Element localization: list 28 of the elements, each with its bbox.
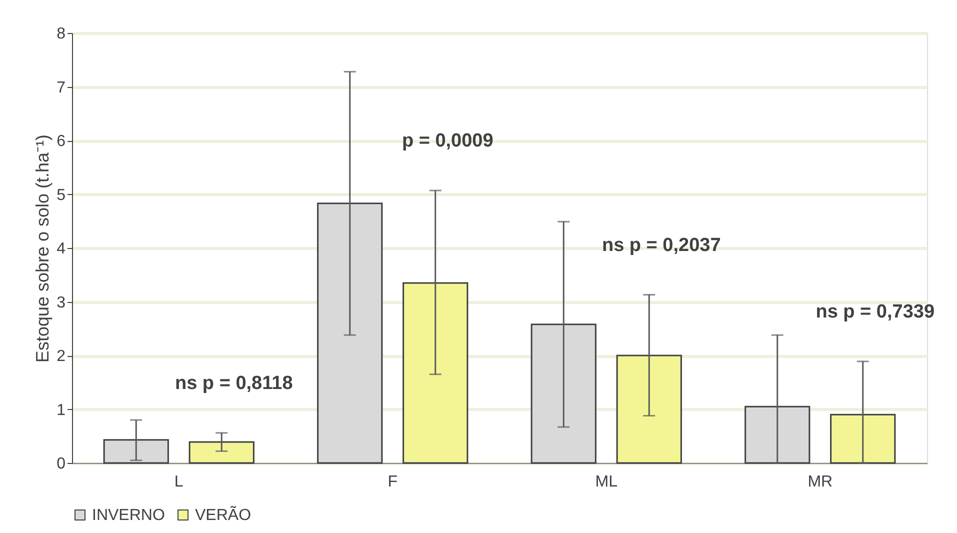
legend-label: INVERNO — [92, 507, 165, 524]
y-tick-label: 6 — [56, 133, 66, 150]
annotation: ns p = 0,7339 — [816, 301, 935, 322]
x-tick-label: ML — [595, 474, 618, 490]
x-tick-label: F — [388, 474, 398, 490]
bar — [530, 324, 596, 464]
bar — [188, 441, 254, 464]
y-axis-title: Estoque sobre o solo (t.ha⁻¹) — [32, 134, 53, 363]
bar — [103, 439, 169, 464]
annotation: ns p = 0,2037 — [602, 234, 721, 256]
y-tick-label: 4 — [56, 240, 66, 258]
x-tick-label: L — [174, 474, 184, 490]
bar — [317, 202, 383, 464]
y-tick-label: 3 — [56, 294, 66, 312]
y-tick-label: 2 — [56, 348, 66, 365]
y-tick-label: 1 — [56, 402, 66, 419]
legend-label: VERÃO — [195, 505, 252, 524]
y-tick-label: 7 — [56, 79, 66, 96]
annotation: ns p = 0,8118 — [174, 372, 293, 394]
annotation: p = 0,0009 — [402, 130, 494, 152]
bar — [830, 414, 896, 464]
bar — [744, 406, 810, 464]
bar — [402, 282, 468, 464]
y-tick-label: 5 — [56, 186, 66, 204]
y-tick-label: 0 — [56, 456, 66, 472]
bar — [616, 354, 682, 464]
y-tick-label: 8 — [56, 26, 66, 42]
x-tick-label: MR — [808, 474, 833, 490]
